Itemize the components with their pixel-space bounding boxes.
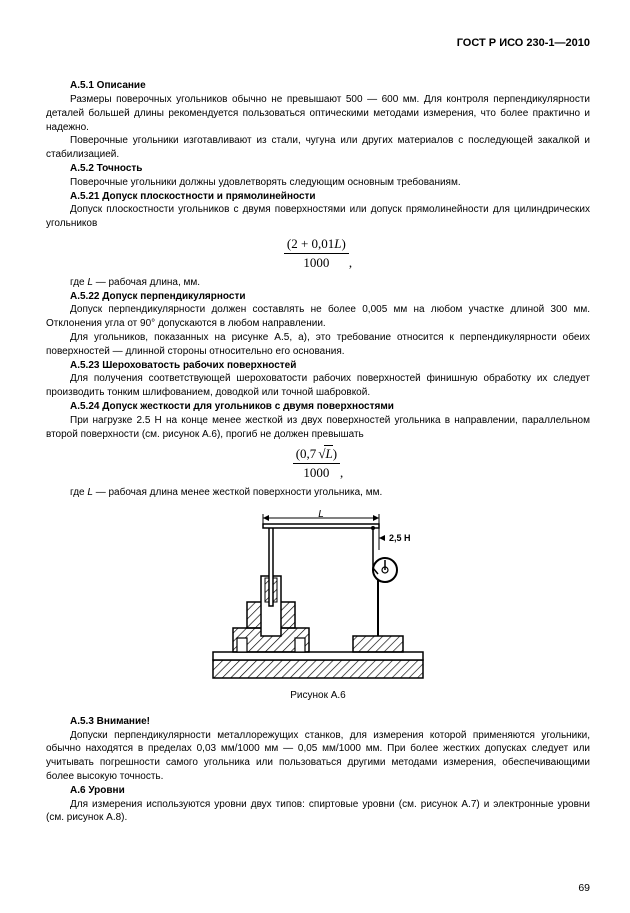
document-header: ГОСТ Р ИСО 230-1—2010 <box>46 36 590 51</box>
para-a522-1: Допуск перпендикулярности должен составл… <box>46 303 590 331</box>
para-a51-1: Размеры поверочных угольников обычно не … <box>46 93 590 134</box>
formula-2: (0,7√L) 1000 , <box>46 445 590 482</box>
formula-2-num: (0,7√L) <box>293 445 340 464</box>
page-number: 69 <box>578 881 590 895</box>
para-a521-1: Допуск плоскостности угольников с двумя … <box>46 203 590 231</box>
heading-a51: А.5.1 Описание <box>46 79 590 93</box>
where-1: где L — рабочая длина, мм. <box>46 276 590 290</box>
para-a51-2: Поверочные угольники изготавливают из ст… <box>46 134 590 162</box>
para-a523-1: Для получения соответствующей шероховато… <box>46 372 590 400</box>
figure-label-force: 2,5 H <box>389 533 411 543</box>
figure-a6: L 2,5 H <box>46 510 590 685</box>
heading-a522: А.5.22 Допуск перпендикулярности <box>46 290 590 304</box>
para-a6-1: Для измерения используются уровни двух т… <box>46 798 590 826</box>
formula-1-num: (2 + 0,01L) <box>284 235 349 254</box>
heading-a521: А.5.21 Допуск плоскостности и прямолиней… <box>46 190 590 204</box>
heading-a52: А.5.2 Точность <box>46 162 590 176</box>
para-a522-2: Для угольников, показанных на рисунке А.… <box>46 331 590 359</box>
figure-label-L: L <box>318 510 324 520</box>
where-2: где L — рабочая длина менее жесткой пове… <box>46 486 590 500</box>
formula-2-den: 1000 <box>293 464 340 482</box>
para-a52-1: Поверочные угольники должны удовлетворят… <box>46 176 590 190</box>
heading-a53: А.5.3 Внимание! <box>46 715 590 729</box>
para-a53-1: Допуски перпендикулярности металлорежущи… <box>46 729 590 784</box>
heading-a523: А.5.23 Шероховатость рабочих поверхносте… <box>46 359 590 373</box>
figure-a6-caption: Рисунок А.6 <box>46 689 590 703</box>
heading-a524: А.5.24 Допуск жесткости для угольников с… <box>46 400 590 414</box>
page-container: ГОСТ Р ИСО 230-1—2010 А.5.1 Описание Раз… <box>0 0 630 913</box>
formula-1: (2 + 0,01L) 1000 , <box>46 235 590 272</box>
para-a524-1: При нагрузке 2.5 Н на конце менее жестко… <box>46 414 590 442</box>
figure-a6-svg: L 2,5 H <box>203 510 433 685</box>
formula-1-den: 1000 <box>284 254 349 272</box>
heading-a6: А.6 Уровни <box>46 784 590 798</box>
